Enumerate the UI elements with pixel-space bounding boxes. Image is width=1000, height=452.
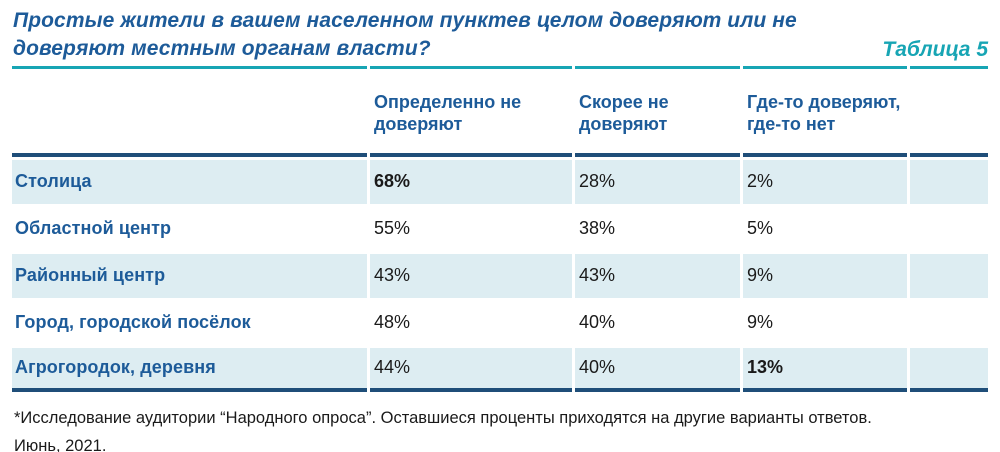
footnote-source-line: *Исследование аудитории “Народного опрос… <box>14 408 872 427</box>
table-row: Районный центр 43% 43% 9% <box>12 253 988 298</box>
cell-value: 40% <box>575 300 740 345</box>
cell-spacer <box>910 347 988 392</box>
cell-value: 48% <box>370 300 572 345</box>
row-label-town: Город, городской посёлок <box>12 300 367 345</box>
column-header-definitely-not: Определенно не доверяют <box>370 65 572 157</box>
cell-value: 44% <box>370 347 572 392</box>
cell-value: 28% <box>575 159 740 204</box>
page-title: Простые жители в вашем населенном пункте… <box>13 9 797 60</box>
column-header-partially: Где-то доверяют, где-то нет <box>743 65 907 157</box>
row-label-village: Агрогородок, деревня <box>12 347 367 392</box>
cell-value: 5% <box>743 206 907 251</box>
survey-results-table: Определенно не доверяют Скорее не доверя… <box>9 63 991 395</box>
cell-value: 38% <box>575 206 740 251</box>
column-header-row: Определенно не доверяют Скорее не доверя… <box>12 65 988 157</box>
table-row: Агрогородок, деревня 44% 40% 13% <box>12 347 988 392</box>
cell-value: 40% <box>575 347 740 392</box>
cell-value: 43% <box>575 253 740 298</box>
column-header-rather-not: Скорее не доверяют <box>575 65 740 157</box>
row-label-capital: Столица <box>12 159 367 204</box>
cell-value: 9% <box>743 253 907 298</box>
table-number-label: Таблица 5 <box>882 37 988 61</box>
cell-value: 2% <box>743 159 907 204</box>
cell-spacer <box>910 206 988 251</box>
cell-spacer <box>910 300 988 345</box>
table-row: Город, городской посёлок 48% 40% 9% <box>12 300 988 345</box>
cell-value: 43% <box>370 253 572 298</box>
footnote-date-line: Июнь, 2021. <box>14 437 107 452</box>
cell-value: 68% <box>370 159 572 204</box>
cell-spacer <box>910 253 988 298</box>
column-header-spacer <box>910 65 988 157</box>
cell-value: 9% <box>743 300 907 345</box>
header: Простые жители в вашем населенном пункте… <box>0 7 1000 63</box>
table-row: Областной центр 55% 38% 5% <box>12 206 988 251</box>
cell-value: 13% <box>743 347 907 392</box>
footnote: *Исследование аудитории “Народного опрос… <box>14 404 986 452</box>
row-label-oblast-center: Областной центр <box>12 206 367 251</box>
cell-spacer <box>910 159 988 204</box>
cell-value: 55% <box>370 206 572 251</box>
row-label-district-center: Районный центр <box>12 253 367 298</box>
table-row: Столица 68% 28% 2% <box>12 159 988 204</box>
column-header-empty <box>12 65 367 157</box>
